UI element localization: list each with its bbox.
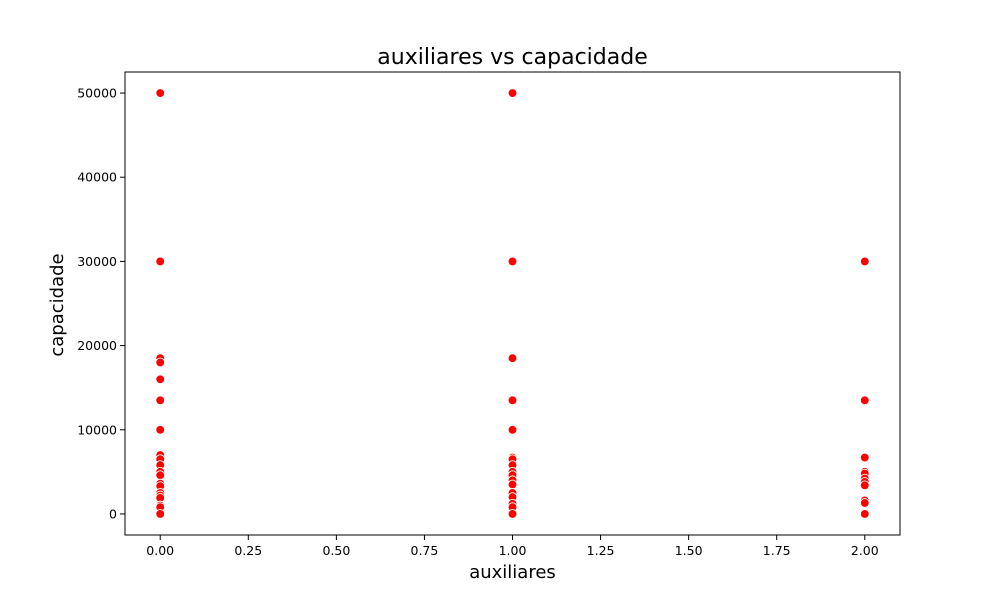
x-tick-label: 1.75 — [763, 543, 791, 558]
x-tick-label: 0.25 — [234, 543, 262, 558]
data-point — [155, 424, 166, 435]
data-point — [155, 470, 166, 481]
data-point — [507, 395, 518, 406]
y-tick-label: 0 — [109, 506, 117, 521]
data-point — [507, 479, 518, 490]
data-point — [507, 424, 518, 435]
data-point — [155, 88, 166, 98]
data-points — [155, 88, 870, 519]
x-tick-label: 0.00 — [146, 543, 174, 558]
y-tick-label: 10000 — [77, 422, 117, 437]
chart-title: auxiliares vs capacidade — [377, 45, 647, 70]
x-tick-label: 1.25 — [587, 543, 615, 558]
y-tick-label: 30000 — [77, 254, 117, 269]
data-point — [155, 357, 166, 368]
y-tick-label: 40000 — [77, 170, 117, 185]
data-point — [859, 452, 870, 463]
x-axis-label: auxiliares — [469, 562, 556, 583]
data-point — [507, 88, 518, 98]
data-point — [859, 395, 870, 406]
plot-area: 0.00 0.25 0.50 0.75 1.00 1.25 1.50 1.75 2.00 0 10… — [77, 71, 901, 558]
x-tick-label: 2.00 — [851, 543, 879, 558]
x-axis: 0.00 0.25 0.50 0.75 1.00 1.25 1.50 1.75 2.00 — [146, 535, 879, 558]
data-point — [155, 509, 166, 519]
y-axis-label: capacidade — [47, 253, 68, 356]
data-point — [859, 509, 870, 519]
data-point — [507, 509, 518, 519]
x-tick-label: 1.00 — [499, 543, 527, 558]
data-point — [859, 480, 870, 491]
data-point — [155, 256, 166, 267]
y-axis: 0 10000 20000 30000 40000 50000 — [77, 86, 125, 521]
data-point — [155, 374, 166, 385]
data-point — [859, 256, 870, 267]
data-point — [859, 498, 870, 508]
x-tick-label: 1.50 — [675, 543, 703, 558]
x-tick-label: 0.50 — [322, 543, 350, 558]
data-point — [507, 256, 518, 267]
y-tick-label: 20000 — [77, 338, 117, 353]
x-tick-label: 0.75 — [411, 543, 439, 558]
data-point — [155, 395, 166, 406]
y-tick-label: 50000 — [77, 86, 117, 101]
data-point — [507, 353, 518, 364]
